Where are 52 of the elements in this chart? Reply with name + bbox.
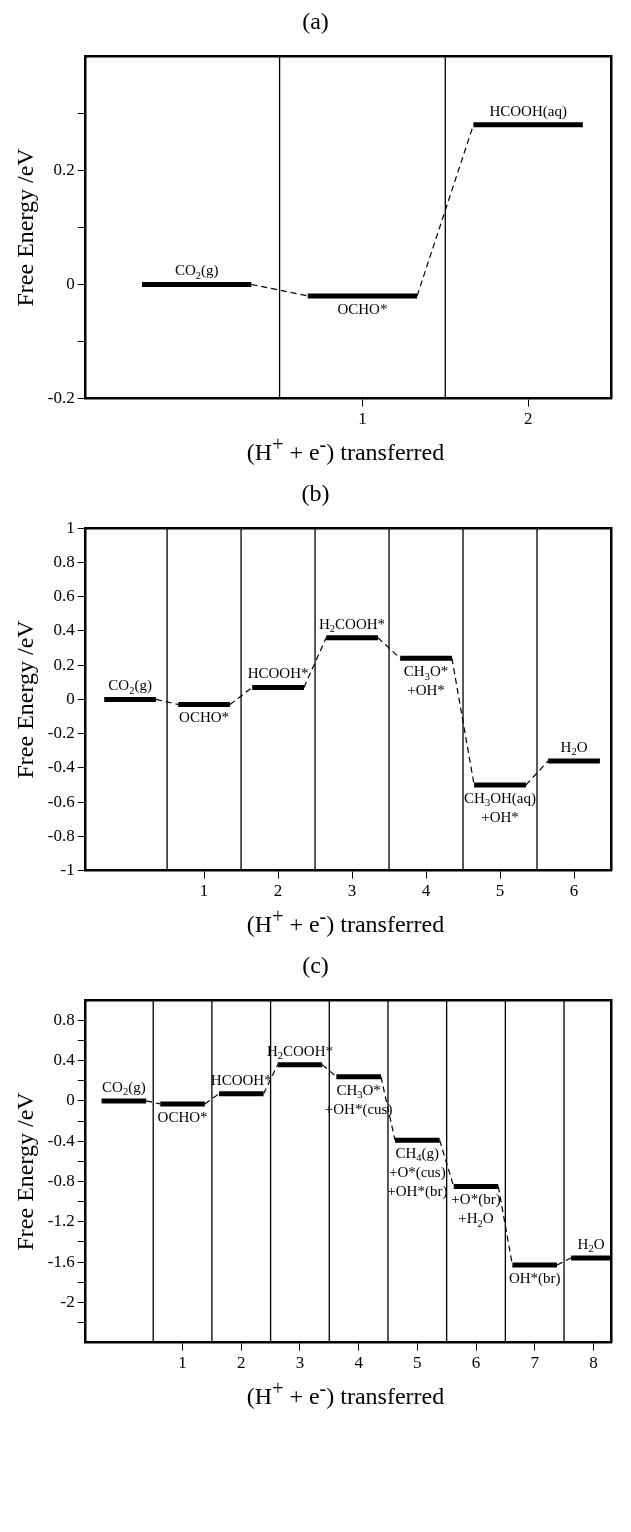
x-axis-title: (H$^{+}$ + e$^{-}$) transferred xyxy=(245,433,446,466)
y-tick-label: -1.6 xyxy=(47,1251,75,1271)
x-axis-title: (H$^{+}$ + e$^{-}$) transferred xyxy=(245,1377,446,1410)
x-tick-label: 8 xyxy=(589,1353,598,1373)
y-tick-label: 0.8 xyxy=(53,551,75,571)
y-tick-label: 0 xyxy=(66,1090,75,1110)
y-tick-label: -2 xyxy=(60,1291,75,1311)
y-tick-label: 0.4 xyxy=(53,620,76,640)
y-tick-label: -1.2 xyxy=(47,1211,75,1231)
annotation: OCHO* xyxy=(157,1108,208,1125)
x-tick-label: 4 xyxy=(354,1353,364,1373)
chart-title: (b) xyxy=(300,480,331,507)
x-tick-label: 4 xyxy=(421,881,431,901)
x-tick-label: 1 xyxy=(199,881,209,901)
x-tick-label: 3 xyxy=(295,1353,305,1373)
x-tick-label: 2 xyxy=(273,881,283,901)
y-tick-label: -0.4 xyxy=(47,757,76,777)
y-tick-label: 0 xyxy=(66,688,75,708)
chart-title: (c) xyxy=(301,952,330,979)
x-axis-title: (H$^{+}$ + e$^{-}$) transferred xyxy=(245,905,446,938)
annotation: OCHO* xyxy=(337,300,388,317)
annotation: HCOOH* xyxy=(247,665,309,682)
annotation: OCHO* xyxy=(179,709,230,726)
y-tick-label: -0.2 xyxy=(47,723,75,743)
y-tick-label: 0.4 xyxy=(53,1050,76,1070)
x-tick-label: 3 xyxy=(347,881,357,901)
y-tick-label: -0.8 xyxy=(47,1170,75,1190)
annotation: HCOOH(aq) xyxy=(489,102,567,120)
y-tick-label: 0.2 xyxy=(53,654,75,674)
x-tick-label: 5 xyxy=(495,881,505,901)
x-tick-label: 1 xyxy=(178,1353,187,1373)
y-tick-label: 1 xyxy=(66,517,75,537)
y-tick-label: 0.8 xyxy=(53,1009,75,1029)
x-tick-label: 2 xyxy=(523,409,533,429)
y-tick-label: -0.6 xyxy=(47,791,75,811)
annotation: OH*(br) xyxy=(508,1269,561,1287)
chart-title: (a) xyxy=(301,8,330,35)
y-tick-label: -0.2 xyxy=(47,388,75,408)
y-tick-label: 0.2 xyxy=(53,159,75,179)
y-axis-title: Free Energy /eV xyxy=(11,619,38,779)
y-tick-label: -0.8 xyxy=(47,825,75,845)
y-axis-title: Free Energy /eV xyxy=(11,1091,38,1251)
y-tick-label: 0.6 xyxy=(53,586,75,606)
x-tick-label: 2 xyxy=(236,1353,246,1373)
x-tick-label: 7 xyxy=(530,1353,540,1373)
x-tick-label: 5 xyxy=(413,1353,422,1373)
y-tick-label: 0 xyxy=(66,273,75,293)
x-tick-label: 6 xyxy=(569,881,579,901)
x-tick-label: 6 xyxy=(471,1353,481,1373)
y-tick-label: -0.4 xyxy=(47,1130,76,1150)
y-axis-title: Free Energy /eV xyxy=(11,147,38,307)
y-tick-label: -1 xyxy=(60,860,75,880)
